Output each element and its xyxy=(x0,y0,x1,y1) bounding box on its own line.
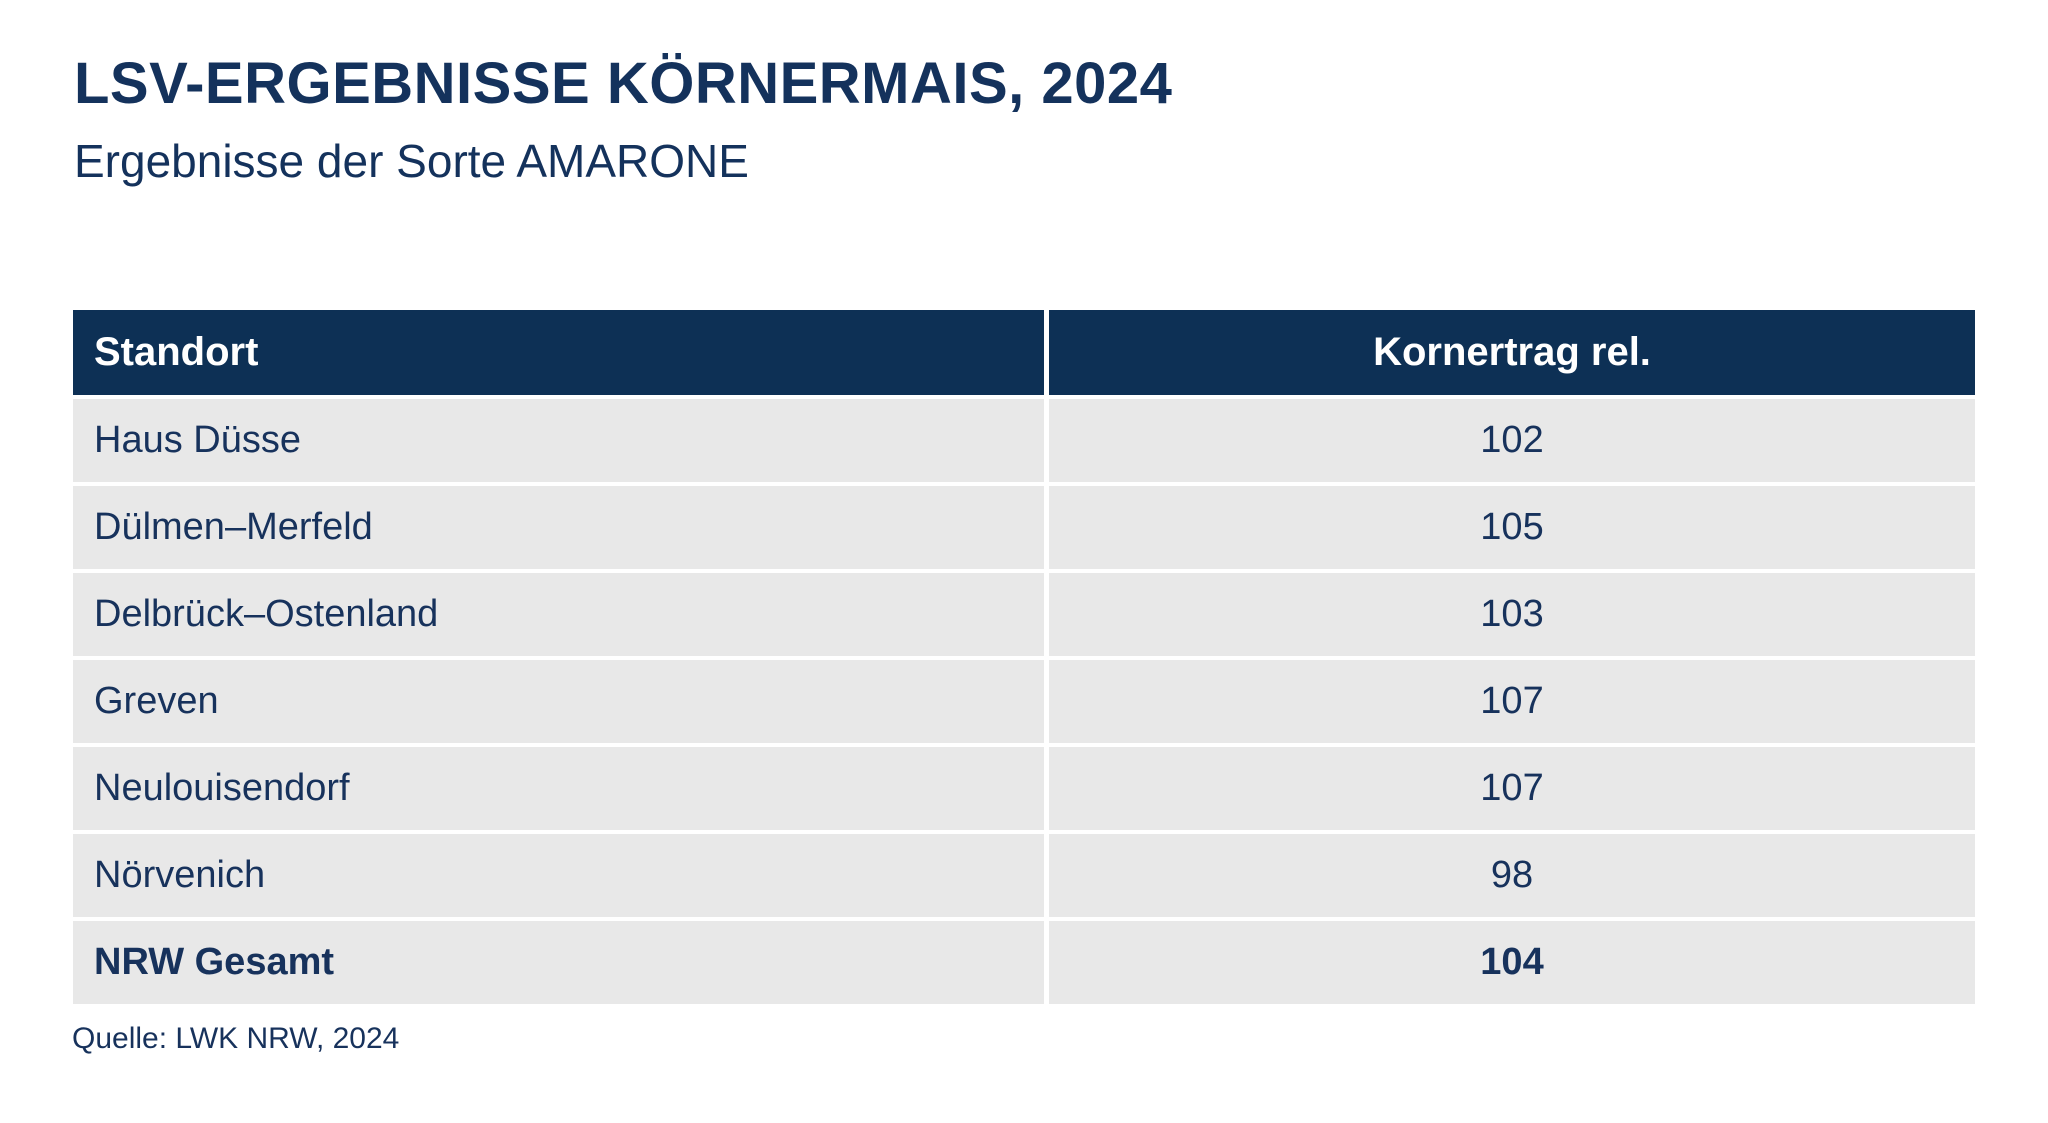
page-title: LSV-ERGEBNISSE KÖRNERMAIS, 2024 xyxy=(74,51,1173,116)
column-header-kornertrag: Kornertrag rel. xyxy=(1049,310,1975,395)
row-value: 102 xyxy=(1049,399,1975,482)
table-row-total: NRW Gesamt 104 xyxy=(73,921,1975,1004)
row-label: Dülmen–Merfeld xyxy=(73,486,1044,569)
row-value: 107 xyxy=(1049,660,1975,743)
row-value: 105 xyxy=(1049,486,1975,569)
row-label: Neulouisendorf xyxy=(73,747,1044,830)
row-label: Greven xyxy=(73,660,1044,743)
results-table: Standort Kornertrag rel. Haus Düsse 102 … xyxy=(73,310,1975,1004)
table-header-row: Standort Kornertrag rel. xyxy=(73,310,1975,395)
table-row: Haus Düsse 102 xyxy=(73,399,1975,482)
row-label: Haus Düsse xyxy=(73,399,1044,482)
row-value: 107 xyxy=(1049,747,1975,830)
source-note: Quelle: LWK NRW, 2024 xyxy=(72,1022,400,1055)
page-subtitle: Ergebnisse der Sorte AMARONE xyxy=(74,135,749,187)
row-label: Delbrück–Ostenland xyxy=(73,573,1044,656)
row-value: 103 xyxy=(1049,573,1975,656)
table-row: Dülmen–Merfeld 105 xyxy=(73,486,1975,569)
row-label: Nörvenich xyxy=(73,834,1044,917)
table-row: Delbrück–Ostenland 103 xyxy=(73,573,1975,656)
table-row: Nörvenich 98 xyxy=(73,834,1975,917)
table-row: Greven 107 xyxy=(73,660,1975,743)
table-row: Neulouisendorf 107 xyxy=(73,747,1975,830)
row-value: 98 xyxy=(1049,834,1975,917)
row-value: 104 xyxy=(1049,921,1975,1004)
row-label: NRW Gesamt xyxy=(73,921,1044,1004)
column-header-standort: Standort xyxy=(73,310,1044,395)
